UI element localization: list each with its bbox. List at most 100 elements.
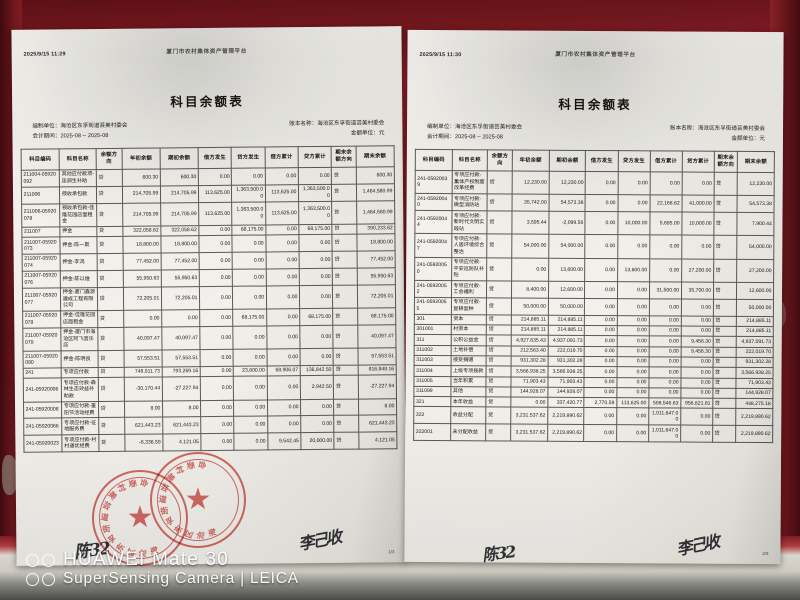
cell-name: 押金-陈明良 — [61, 350, 99, 368]
cell-dir: 贷 — [486, 297, 512, 315]
cell-credit: 0.00 — [616, 366, 649, 378]
cell-credit_ytd: 136,842.50 — [300, 365, 334, 376]
cell-begin_year: 3,566.938.25 — [510, 366, 548, 377]
cell-begin_period: 2,219,890.62 — [547, 407, 585, 425]
cell-begin_period: 4,121.05 — [162, 433, 202, 451]
cell-credit: 1,363,500.00 — [231, 184, 266, 202]
official-seal-right: 海沧区东孚街道芸美村委会 ★ — [150, 452, 246, 548]
period-line-right: 会计期间：2025-08 -- 2025-08 — [427, 132, 522, 143]
cell-name: 专项应付款-森林生态效益补助款 — [61, 377, 99, 402]
cell-credit_ytd: 0.00 — [299, 251, 333, 269]
table-row: 241-05920023 专项应付款-村村通优经费贷 -6,336.59 4,121.… — [23, 431, 397, 453]
seal-star-icon: ★ — [126, 501, 154, 534]
cell-name: 专项应付款-重阳节活动经费 — [61, 401, 99, 419]
cell-end: 621,443.23 — [358, 415, 397, 433]
cell-debit_ytd: 0.00 — [266, 325, 301, 350]
cell-end_dir: 贷 — [712, 425, 736, 443]
cell-credit_ytd: 0.00 — [680, 356, 713, 368]
cell-debit: 0.00 — [200, 433, 235, 451]
cell-name: 接受捐赠 — [450, 355, 487, 367]
column-header-0: 科目编码 — [415, 149, 453, 171]
cell-code: 211007-05920076 — [22, 270, 61, 288]
column-header-7: 借方累计 — [264, 146, 299, 168]
cell-debit_ytd: 31,500.00 — [649, 281, 682, 299]
table-body-right: 241-05920039 专项应付款-集体产权制度改革经费贷 12,230.00 12… — [413, 170, 775, 443]
cell-begin_period: 2,219,890.62 — [547, 424, 585, 442]
cell-debit: 0.00 — [584, 315, 617, 326]
column-header-5: 借方发生 — [198, 147, 232, 169]
cell-end: 2,219,890.62 — [735, 408, 773, 426]
cell-debit_ytd: 0.00 — [648, 325, 682, 337]
cell-dir: 贷 — [486, 324, 512, 336]
cell-end_dir: 贷 — [713, 212, 738, 236]
cell-dir: 贷 — [486, 234, 512, 258]
cell-code: 241-05920040 — [415, 193, 452, 211]
cell-code: 241-05920055 — [414, 297, 452, 315]
cell-end_dir: 贷 — [713, 299, 737, 317]
cell-dir: 贷 — [98, 367, 124, 378]
cell-end: -27,227.94 — [357, 374, 397, 399]
cell-debit: 0.00 — [198, 225, 233, 236]
cell-debit_ytd: 0.00 — [648, 387, 681, 399]
cell-end: 71,903.43 — [736, 377, 774, 389]
page-title-right: 科目余额表 — [558, 97, 632, 113]
cell-debit_ytd: 508,546.63 — [648, 397, 681, 409]
cell-end: 222,019.70 — [736, 347, 774, 358]
document-meta-left: 编制单位：海沧区东孚街道芸美村委会 会计期间：2025-08 -- 2025-0… — [20, 118, 394, 148]
cell-begin_period: 50,000.00 — [548, 298, 585, 316]
cell-begin_year: 214,705.99 — [122, 185, 161, 203]
cell-end_dir: 贷 — [333, 348, 358, 366]
cell-credit: 0.00 — [616, 325, 649, 337]
cell-end: 18,800.00 — [356, 233, 396, 252]
cell-credit: 0.00 — [616, 387, 649, 398]
cell-name: 其他应付款项-连调生补助 — [59, 169, 97, 187]
book-label: 账本名称： — [669, 125, 698, 132]
cell-end_dir: 贷 — [332, 234, 357, 252]
cell-begin_period: 12,600.00 — [548, 281, 586, 299]
cell-end: 390,233.62 — [356, 223, 395, 235]
cell-end: 55,950.63 — [356, 267, 396, 285]
cell-begin_period: 222,019.70 — [547, 345, 585, 357]
cell-debit_ytd: 0.00 — [265, 251, 300, 269]
cell-credit: 0.00 — [616, 315, 649, 326]
cell-name: 专项应付款-平安巡防队补贴 — [451, 257, 487, 281]
cell-credit: 113,625.00 — [616, 397, 649, 409]
column-header-7: 借方累计 — [649, 150, 683, 173]
cell-debit_ytd: 5,695.00 — [649, 211, 682, 236]
cell-begin_year: 72,205.01 — [123, 286, 162, 311]
cell-dir: 贷 — [96, 169, 123, 187]
cell-dir: 贷 — [96, 186, 123, 204]
cell-end: 214,885.11 — [736, 326, 774, 337]
cell-credit_ytd: 9,456.30 — [680, 346, 713, 358]
cell-credit: 0.00 — [234, 416, 268, 434]
cell-credit_ytd: 41,000.00 — [681, 195, 714, 213]
cell-name: 其他 — [450, 386, 487, 397]
column-header-9: 期末余额方向 — [331, 146, 356, 168]
cell-name: 专项应付款-人居环境综合整治 — [451, 234, 488, 258]
cell-begin_period: 214,705.99 — [160, 202, 199, 226]
cell-end_dir: 贷 — [332, 267, 358, 285]
cell-name: 押金 — [60, 226, 97, 238]
cell-begin_year: 8,400.00 — [511, 281, 549, 299]
cell-begin_year: 600.30 — [121, 168, 161, 187]
cell-dir: 贷 — [98, 350, 124, 368]
cell-end_dir: 贷 — [332, 308, 358, 326]
cell-end_dir: 贷 — [332, 251, 357, 269]
cell-code: 322001 — [413, 423, 451, 441]
cell-dir: 贷 — [486, 257, 512, 282]
cell-end: 27,200.00 — [736, 259, 774, 283]
column-header-10: 期末余额 — [355, 145, 395, 168]
cell-end_dir: 贷 — [713, 235, 738, 260]
cell-credit_ytd: 68,175.00 — [298, 224, 333, 235]
cell-debit: 0.00 — [584, 424, 617, 442]
cell-begin_period: 77,452.00 — [160, 252, 200, 270]
cell-code: 311005 — [413, 375, 451, 387]
cell-name: 本年收益 — [450, 396, 487, 408]
cell-credit_ytd: 20,000.00 — [300, 432, 335, 450]
cell-begin_period: 8.00 — [162, 400, 201, 418]
cell-begin_year: 4,927.635.43 — [511, 335, 548, 346]
cell-end: 68,175.00 — [357, 307, 396, 325]
cell-name: 专项应付款-工会福利 — [451, 280, 487, 298]
cell-credit_ytd: 10,000.00 — [681, 212, 714, 236]
cell-end_dir: 贷 — [334, 432, 359, 450]
